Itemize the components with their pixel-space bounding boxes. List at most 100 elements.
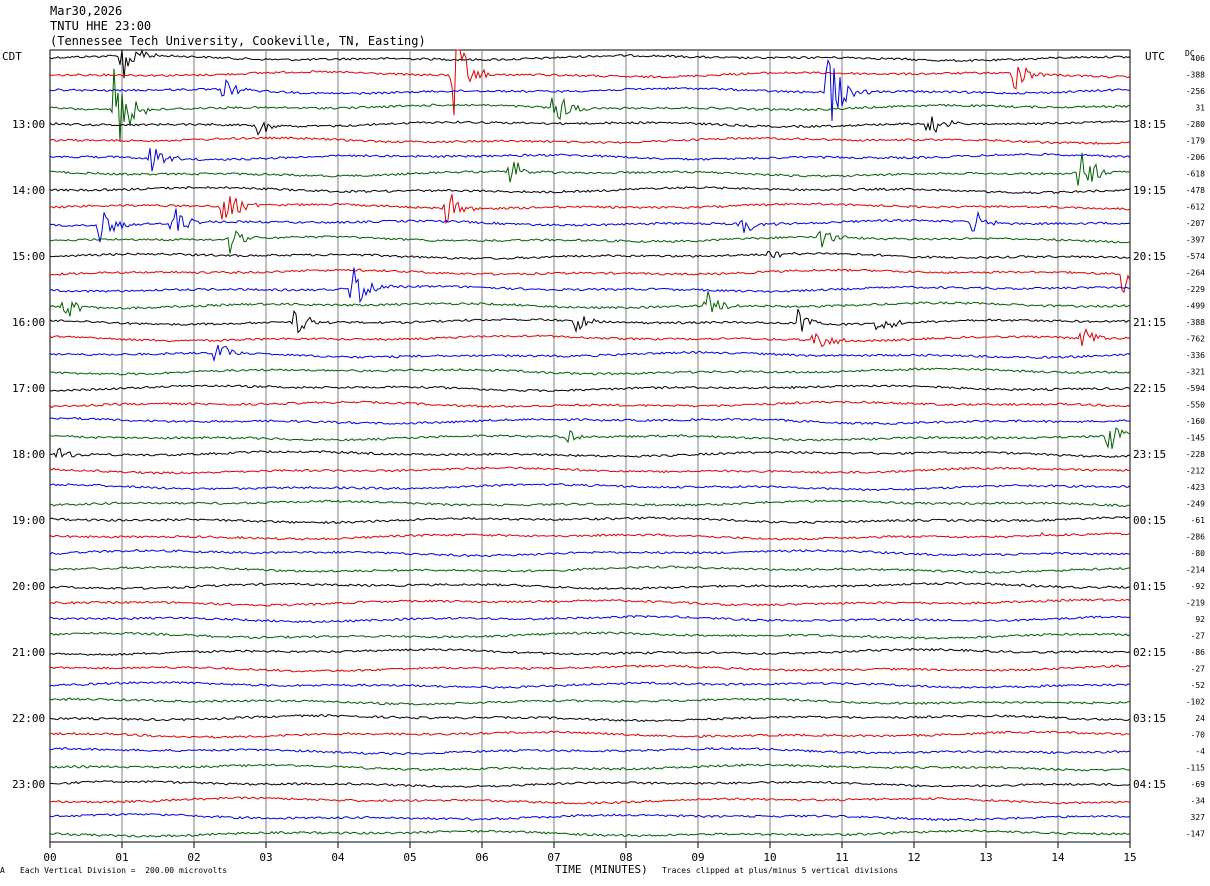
- dc-offset-label-16: -388: [1186, 318, 1205, 327]
- x-tick-label-11: 11: [835, 851, 848, 864]
- dc-offset-label-32: -92: [1191, 582, 1206, 591]
- dc-offset-label-47: -147: [1186, 830, 1205, 839]
- x-tick-label-04: 04: [331, 851, 345, 864]
- dc-offset-label-38: -52: [1191, 681, 1206, 690]
- dc-offset-label-34: 92: [1195, 615, 1205, 624]
- dc-offset-label-11: -397: [1186, 236, 1205, 245]
- dc-offset-label-35: -27: [1191, 632, 1206, 641]
- right-hour-label-4: 22:15: [1133, 382, 1166, 395]
- left-hour-label-1: 14:00: [12, 184, 45, 197]
- dc-offset-label-29: -286: [1186, 533, 1205, 542]
- left-hour-label-3: 16:00: [12, 316, 45, 329]
- dc-offset-label-42: -4: [1195, 747, 1205, 756]
- plot-frame: [49, 49, 1131, 843]
- trace-36: [49, 647, 1131, 657]
- dc-offset-label-18: -336: [1186, 351, 1205, 360]
- x-tick-label-10: 10: [763, 851, 776, 864]
- dc-offset-label-21: -550: [1186, 401, 1205, 410]
- dc-offset-label-15: -499: [1186, 302, 1205, 311]
- trace-29: [49, 532, 1131, 541]
- dc-offset-label-22: -160: [1186, 417, 1205, 426]
- x-tick-label-07: 07: [547, 851, 560, 864]
- dc-offset-label-39: -102: [1186, 698, 1205, 707]
- right-hour-label-1: 19:15: [1133, 184, 1166, 197]
- right-hour-label-5: 23:15: [1133, 448, 1166, 461]
- dc-offset-label-2: -256: [1186, 87, 1205, 96]
- dc-offset-label-23: -145: [1186, 434, 1205, 443]
- right-hour-label-9: 03:15: [1133, 712, 1166, 725]
- trace-15: [49, 291, 1131, 317]
- vertical-division-note: Each Vertical Division = 200.00 microvol…: [20, 866, 228, 875]
- right-hour-label-2: 20:15: [1133, 250, 1166, 263]
- trace-31: [49, 565, 1131, 574]
- dc-offset-header: DC: [1185, 49, 1195, 58]
- chart-title-location: (Tennessee Tech University, Cookeville, …: [50, 34, 426, 48]
- chart-title-date: Mar30,2026: [50, 4, 123, 18]
- dc-offset-label-37: -27: [1191, 665, 1206, 674]
- trace-14: [49, 267, 1131, 304]
- left-timezone-label: CDT: [2, 50, 22, 63]
- trace-38: [49, 681, 1131, 689]
- dc-offset-label-13: -264: [1186, 269, 1205, 278]
- dc-offset-label-27: -249: [1186, 500, 1205, 509]
- trace-39: [49, 697, 1131, 706]
- trace-23: [49, 427, 1131, 450]
- dc-offset-label-4: -280: [1186, 120, 1205, 129]
- trace-10: [49, 208, 1131, 243]
- trace-30: [49, 549, 1131, 558]
- trace-0: [49, 49, 1131, 79]
- left-hour-label-2: 15:00: [12, 250, 45, 263]
- trace-8: [49, 185, 1131, 195]
- trace-21: [49, 400, 1131, 409]
- chart-title-station: TNTU HHE 23:00: [50, 19, 152, 33]
- trace-20: [49, 384, 1131, 393]
- dc-offset-label-14: -229: [1186, 285, 1205, 294]
- trace-1: [49, 49, 1131, 116]
- left-hour-label-8: 21:00: [12, 646, 45, 659]
- dc-offset-label-24: -228: [1186, 450, 1205, 459]
- trace-26: [49, 483, 1131, 492]
- dc-offset-label-44: -69: [1191, 780, 1206, 789]
- x-tick-label-13: 13: [979, 851, 992, 864]
- dc-offset-label-30: -80: [1191, 549, 1206, 558]
- trace-34: [49, 615, 1131, 624]
- right-hour-label-3: 21:15: [1133, 316, 1166, 329]
- x-tick-label-03: 03: [259, 851, 272, 864]
- trace-41: [50, 730, 1131, 739]
- left-hour-label-0: 13:00: [12, 118, 45, 131]
- clipping-note: Traces clipped at plus/minus 5 vertical …: [662, 866, 899, 875]
- trace-32: [49, 581, 1131, 590]
- right-hour-label-0: 18:15: [1133, 118, 1166, 131]
- right-hour-label-7: 01:15: [1133, 580, 1166, 593]
- left-hour-label-4: 17:00: [12, 382, 45, 395]
- x-tick-label-02: 02: [187, 851, 200, 864]
- trace-35: [49, 631, 1131, 640]
- trace-16: [49, 308, 1130, 334]
- trace-7: [49, 152, 1131, 186]
- trace-28: [49, 515, 1131, 525]
- left-hour-label-5: 18:00: [12, 448, 45, 461]
- right-timezone-label: UTC: [1145, 50, 1165, 63]
- dc-offset-label-43: -115: [1186, 764, 1205, 773]
- dc-offset-label-9: -612: [1186, 203, 1205, 212]
- trace-13: [49, 268, 1131, 294]
- trace-24: [49, 447, 1131, 459]
- x-tick-label-12: 12: [907, 851, 920, 864]
- left-hour-label-10: 23:00: [12, 778, 45, 791]
- trace-42: [49, 746, 1131, 756]
- trace-44: [49, 780, 1131, 788]
- right-hour-label-10: 04:15: [1133, 778, 1166, 791]
- dc-offset-label-6: -206: [1186, 153, 1205, 162]
- dc-offset-label-33: -219: [1186, 599, 1205, 608]
- x-axis-title: TIME (MINUTES): [555, 863, 648, 876]
- dc-offset-label-40: 24: [1195, 714, 1205, 723]
- trace-2: [49, 58, 1131, 121]
- dc-offset-label-36: -86: [1191, 648, 1206, 657]
- x-tick-label-08: 08: [619, 851, 632, 864]
- left-hour-label-9: 22:00: [12, 712, 45, 725]
- trace-17: [49, 327, 1131, 348]
- dc-offset-label-7: -618: [1186, 170, 1205, 179]
- dc-offset-label-19: -321: [1186, 368, 1205, 377]
- dc-offset-label-25: -212: [1186, 467, 1205, 476]
- x-tick-label-00: 00: [43, 851, 56, 864]
